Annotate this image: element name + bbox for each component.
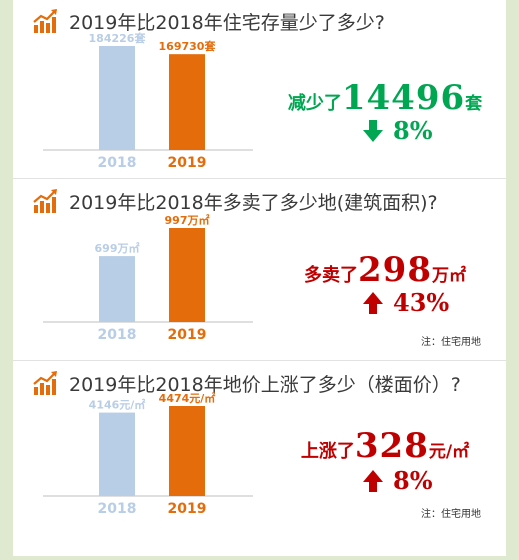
bar-chart-land-sales: 699万㎡ 2018 997万㎡ 2019 (43, 213, 253, 343)
bar-2018 (99, 46, 135, 150)
percent-line: 8% (363, 116, 433, 145)
data-label: 997万㎡ (165, 213, 210, 227)
footnote: 注：住宅用地 (421, 509, 481, 520)
bar-2019 (169, 406, 205, 496)
difference-line: 多卖了298万㎡ (275, 250, 495, 290)
section-header: 2019年比2018年多卖了多少地(建筑面积)? (33, 186, 438, 216)
difference-number: 328 (354, 426, 429, 466)
section-title: 2019年比2018年地价上涨了多少（楼面价）? (69, 373, 461, 396)
arrow-down-icon (363, 119, 383, 142)
difference-line: 减少了14496套 (275, 78, 495, 118)
section-divider (13, 360, 506, 361)
bar-2018 (99, 256, 135, 322)
bar-2019 (169, 54, 205, 151)
section-land-sales: 2019年比2018年多卖了多少地(建筑面积)? 699万㎡ 2018 997万㎡ 2… (13, 180, 506, 360)
difference-unit: 套 (465, 94, 483, 114)
x-tick-label: 2018 (98, 501, 137, 517)
section-header: 2019年比2018年住宅存量少了多少? (33, 6, 385, 36)
percent-line: 8% (363, 466, 433, 495)
percent-value: 8% (393, 116, 433, 145)
section-land-price: 2019年比2018年地价上涨了多少（楼面价）? 4146元/㎡ 2018 4474… (13, 362, 506, 542)
section-housing-stock: 2019年比2018年住宅存量少了多少? 184226套 2018 169730套 2… (13, 0, 506, 180)
bar-2019 (169, 228, 205, 322)
bar-chart-land-price: 4146元/㎡ 2018 4474元/㎡ 2019 (43, 391, 253, 517)
difference-prefix: 上涨了 (300, 441, 355, 462)
data-label: 699万㎡ (95, 241, 140, 255)
data-label: 184226套 (89, 31, 147, 45)
data-label: 4474元/㎡ (159, 391, 216, 405)
arrow-up-icon (363, 469, 383, 492)
data-label: 169730套 (159, 39, 217, 53)
difference-prefix: 减少了 (287, 93, 342, 114)
trend-up-icon (33, 9, 57, 33)
x-tick-label: 2019 (168, 155, 207, 171)
difference-line: 上涨了328元/㎡ (275, 426, 495, 466)
footnote: 注：住宅用地 (421, 337, 481, 348)
percent-line: 43% (363, 288, 449, 317)
difference-number: 14496 (341, 78, 466, 118)
trend-up-icon (33, 189, 57, 213)
infographic-frame: 2019年比2018年住宅存量少了多少? 184226套 2018 169730套 2… (13, 0, 506, 556)
difference-unit: 万㎡ (431, 266, 466, 286)
x-tick-label: 2019 (168, 327, 207, 343)
bar-chart-housing-stock: 184226套 2018 169730套 2019 (43, 31, 253, 171)
x-tick-label: 2018 (98, 155, 137, 171)
section-title: 2019年比2018年住宅存量少了多少? (69, 11, 385, 34)
x-tick-label: 2018 (98, 327, 137, 343)
difference-prefix: 多卖了 (304, 265, 358, 286)
x-tick-label: 2019 (168, 501, 207, 517)
trend-up-icon (33, 371, 57, 395)
arrow-up-icon (363, 291, 383, 314)
percent-value: 8% (393, 466, 433, 495)
bar-2018 (99, 412, 135, 496)
section-header: 2019年比2018年地价上涨了多少（楼面价）? (33, 368, 461, 398)
data-label: 4146元/㎡ (89, 398, 146, 412)
percent-value: 43% (393, 288, 450, 317)
section-divider (13, 178, 506, 179)
difference-number: 298 (358, 250, 432, 290)
difference-unit: 元/㎡ (428, 442, 470, 462)
section-title: 2019年比2018年多卖了多少地(建筑面积)? (69, 191, 438, 214)
